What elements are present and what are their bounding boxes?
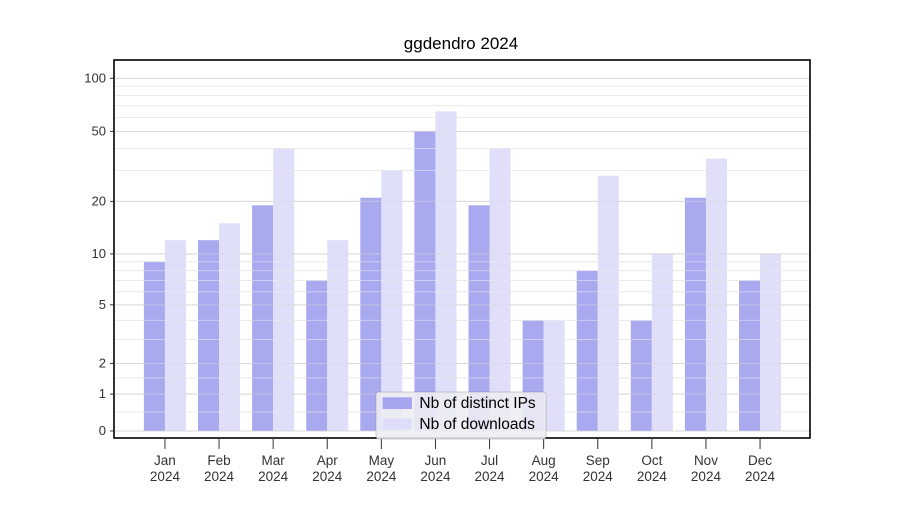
svg-text:2024: 2024 — [258, 469, 289, 484]
svg-text:Mar: Mar — [262, 453, 286, 468]
svg-text:2024: 2024 — [745, 469, 776, 484]
svg-text:0: 0 — [99, 423, 106, 438]
svg-text:2024: 2024 — [637, 469, 668, 484]
svg-text:5: 5 — [99, 297, 106, 312]
svg-text:May: May — [369, 453, 395, 468]
svg-text:Jul: Jul — [481, 453, 498, 468]
svg-text:2024: 2024 — [475, 469, 506, 484]
svg-text:Sep: Sep — [586, 453, 610, 468]
svg-text:2024: 2024 — [204, 469, 235, 484]
svg-text:Jan: Jan — [154, 453, 176, 468]
svg-text:Nov: Nov — [694, 453, 718, 468]
svg-text:Dec: Dec — [748, 453, 772, 468]
svg-text:Aug: Aug — [532, 453, 556, 468]
svg-text:50: 50 — [92, 123, 106, 138]
svg-text:Feb: Feb — [207, 453, 230, 468]
svg-text:1: 1 — [99, 386, 106, 401]
svg-text:2024: 2024 — [366, 469, 397, 484]
svg-text:2024: 2024 — [312, 469, 343, 484]
svg-text:Nb of distinct IPs: Nb of distinct IPs — [419, 395, 536, 412]
svg-text:Nb of downloads: Nb of downloads — [419, 416, 535, 433]
svg-text:10: 10 — [92, 246, 106, 261]
svg-text:2024: 2024 — [150, 469, 181, 484]
svg-text:ggdendro 2024: ggdendro 2024 — [404, 34, 518, 53]
svg-text:100: 100 — [84, 70, 106, 85]
svg-text:2024: 2024 — [583, 469, 614, 484]
svg-text:Apr: Apr — [317, 453, 339, 468]
svg-text:Oct: Oct — [641, 453, 662, 468]
svg-text:2024: 2024 — [420, 469, 451, 484]
svg-text:2: 2 — [99, 355, 106, 370]
svg-text:Jun: Jun — [425, 453, 447, 468]
svg-text:20: 20 — [92, 193, 106, 208]
svg-text:2024: 2024 — [529, 469, 560, 484]
svg-text:2024: 2024 — [691, 469, 722, 484]
